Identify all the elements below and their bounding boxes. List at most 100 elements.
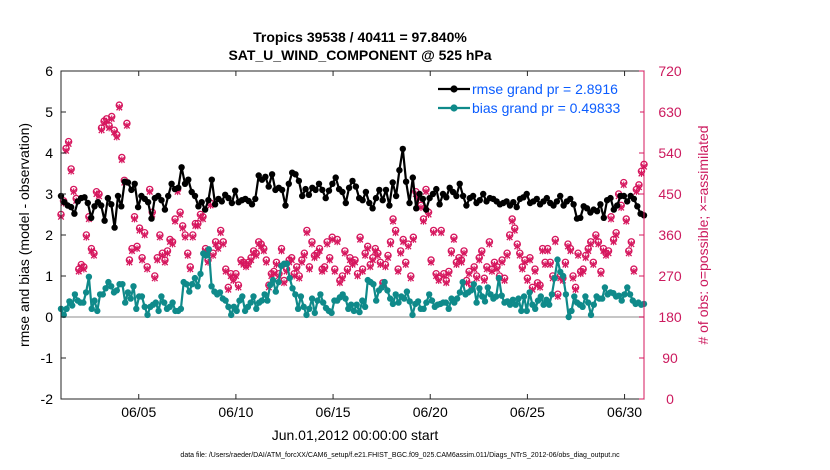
data-file-footnote: data file: /Users/raeder/DAI/ATM_forcXX/… [180,452,620,459]
obs-assimilated-point [503,252,511,259]
obs-assimilated-point [478,249,486,257]
bias-point [188,281,196,288]
rmse-point [597,201,604,208]
bias-point [559,272,567,280]
y-tick-label: 2 [45,227,53,243]
bias-point [509,296,517,303]
obs-assimilated-point [143,265,151,273]
bias-point [283,260,291,267]
bias-point [356,308,363,316]
obs-assimilated-point [334,238,341,246]
bias-point [381,278,388,286]
bias-point [571,293,578,300]
obs-assimilated-point [328,236,336,243]
bias-point [88,305,95,312]
bias-point [470,281,477,288]
bias-point [82,289,90,296]
bias-point [585,299,592,306]
bias-point [124,289,132,296]
obs-assimilated-point [184,252,191,259]
bias-point [565,313,572,321]
bias-point [582,293,589,300]
obs-assimilated-point [554,293,562,300]
bias-point [102,285,109,292]
obs-assimilated-point [105,124,113,132]
obs-assimilated-point [154,256,161,264]
bias-point [303,311,310,319]
bias-point [297,293,305,300]
obs-assimilated-point [364,245,371,253]
obs-assimilated-point [460,249,468,257]
obs-assimilated-point [481,277,488,284]
bias-point [253,305,260,312]
obs-assimilated-point [65,140,72,148]
obs-assimilated-point [607,215,615,223]
obs-assimilated-point [339,274,346,282]
y-tick-label: -1 [41,350,54,366]
y-tick-label: 6 [45,63,53,79]
bias-point [599,295,606,302]
obs-assimilated-point [638,170,645,177]
x-axis-ticks: 06/05 06/10 06/15 06/20 06/25 06/30 [121,71,642,420]
bias-point [551,274,558,282]
bias-point [403,288,411,295]
obs-assimilated-point [399,238,407,246]
obs-assimilated-point [493,265,501,273]
rmse-point [161,206,169,213]
obs-assimilated-point [443,279,450,287]
bias-point [481,298,489,305]
bias-point [373,297,380,304]
obs-assimilated-point [511,227,518,234]
rmse-point [101,217,108,224]
bias-point [523,307,530,315]
obs-assimilated-point [483,265,491,273]
obs-assimilated-point [422,188,430,196]
rmse-point [88,214,95,221]
obs-assimilated-point [323,240,331,248]
bias-point [498,292,505,299]
obs-assimilated-point [605,249,612,257]
rmse-point [118,203,125,210]
y-axis-label: rmse and bias (model - observation) [16,123,32,347]
bias-point [442,299,450,306]
bias-point [453,295,461,302]
x-tick-label: 06/10 [218,404,253,420]
obs-assimilated-point [280,279,288,287]
bias-point [493,293,500,300]
bias-point [205,246,212,253]
obs-assimilated-point [225,286,232,294]
x-axis-label: Jun.01,2012 00:00:00 start [272,427,439,443]
bias-point [400,295,408,302]
obs-assimilated-point [169,240,176,248]
rmse-point [158,197,165,204]
rmse-point [413,205,420,212]
rmse-point [614,202,621,209]
bias-point [389,300,397,308]
rmse-point [128,186,135,194]
obs-assimilated-point [506,233,513,241]
obs-assimilated-point [164,249,171,257]
rmse-point [456,180,463,187]
bias-point [130,283,137,290]
rmse-point [108,201,115,208]
bias-point [113,287,121,294]
obs-assimilated-point [473,274,480,282]
obs-assimilated-point [80,265,88,273]
obs-assimilated-point [450,236,458,243]
obs-assimilated-point [402,261,409,269]
obs-assimilated-point [592,233,600,241]
rmse-point [319,186,326,194]
rmse-point [265,183,272,190]
rmse-point [124,179,132,186]
rmse-point [513,203,520,211]
rmse-point [208,176,215,183]
bias-point [395,299,402,306]
bias-point [60,311,67,319]
rmse-point [191,192,199,200]
rmse-point [533,195,540,203]
obs-assimilated-point [303,229,311,237]
bias-point [548,291,556,298]
obs-assimilated-point [270,270,278,278]
rmse-point [278,186,286,194]
